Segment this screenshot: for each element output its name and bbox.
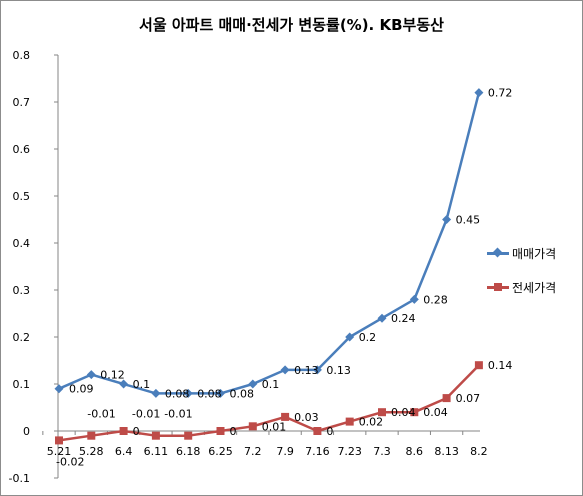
- legend-item-jeonse: 전세가격: [487, 278, 556, 296]
- data-label-jeonse: 0.14: [488, 359, 513, 372]
- x-tick-label: 6.25: [208, 445, 233, 458]
- series-group: [54, 88, 484, 445]
- data-label-sale: 0.2: [359, 331, 377, 344]
- y-axis: -0.1 0 0.1 0.2 0.3 0.4 0.5 0.6 0.7 0.8: [9, 49, 59, 485]
- x-tick-label: 7.2: [244, 445, 262, 458]
- series-line-0: [58, 92, 481, 395]
- data-point-sale: [248, 379, 258, 389]
- data-label-sale: 0.72: [488, 87, 513, 100]
- data-label-jeonse: 0: [133, 425, 140, 438]
- x-tick-label: 7.23: [337, 445, 362, 458]
- data-point-sale: [216, 388, 225, 398]
- y-tick-label: 0.4: [13, 237, 31, 250]
- data-label-jeonse: 0: [230, 425, 237, 438]
- data-point-jeonse: [410, 408, 419, 417]
- x-tick-label: 7.9: [276, 445, 294, 458]
- data-label-sale: 0.13: [326, 364, 351, 377]
- data-point-sale: [345, 332, 355, 342]
- data-point-jeonse: [248, 422, 257, 431]
- data-point-jeonse: [378, 408, 386, 417]
- data-point-sale: [312, 365, 322, 375]
- data-label-jeonse: -0.02: [56, 455, 84, 468]
- data-point-jeonse: [313, 427, 322, 435]
- data-point-jeonse: [345, 417, 354, 426]
- data-label-sale: 0.12: [100, 369, 125, 382]
- x-axis: 5.21 5.28 6.4 6.11 6.18 6.25 7.2 7.9 7.16 7.23 7.3…: [42, 430, 488, 458]
- data-label-jeonse: 0.04: [391, 406, 416, 419]
- data-label-jeonse: 0.07: [456, 392, 481, 405]
- y-tick-label: 0.3: [13, 284, 31, 297]
- series-line-1: [58, 364, 480, 442]
- data-label-sale: 0.24: [391, 312, 416, 325]
- data-label-jeonse: 0.02: [359, 416, 384, 429]
- data-point-jeonse: [474, 361, 483, 370]
- data-point-jeonse: [216, 427, 225, 435]
- x-tick-label: 6.18: [176, 445, 201, 458]
- y-tick-label: 0.7: [13, 96, 31, 109]
- data-label-sale: 0.13: [294, 364, 319, 377]
- y-tick-label: 0.5: [13, 190, 31, 203]
- data-point-jeonse: [55, 436, 63, 445]
- data-labels: 0.09 0.12 0.1 0.08 0.08 0.08 0.1 0.13 0.13 0.2 0.2…: [56, 87, 512, 469]
- y-tick-label: -0.1: [9, 472, 30, 485]
- x-tick-label: 6.11: [144, 445, 169, 458]
- data-point-jeonse: [442, 394, 451, 403]
- data-label-sale: 0.45: [456, 214, 481, 227]
- legend-swatch-jeonse: [487, 281, 509, 293]
- data-label-sale: 0.08: [165, 387, 190, 400]
- data-point-sale: [119, 379, 129, 389]
- data-label-jeonse: 0: [326, 425, 333, 438]
- data-point-jeonse: [151, 431, 160, 440]
- data-point-sale: [280, 365, 290, 375]
- data-label-jeonse: -0.01: [164, 408, 192, 421]
- data-point-sale: [86, 370, 96, 380]
- x-tick-label: 5.21: [47, 445, 72, 458]
- data-label-sale: 0.1: [262, 378, 280, 391]
- legend-label-jeonse: 전세가격: [512, 280, 557, 295]
- x-tick-label: 8.13: [434, 445, 459, 458]
- data-point-jeonse: [119, 427, 128, 435]
- data-label-sale: 0.08: [197, 387, 222, 400]
- data-label-sale: 0.08: [230, 387, 255, 400]
- data-label-jeonse: -0.01: [87, 408, 115, 421]
- y-tick-label: 0.2: [13, 331, 31, 344]
- legend: 매매가격 전세가격: [487, 244, 556, 312]
- data-label-jeonse: 0.03: [294, 411, 319, 424]
- data-label-jeonse: 0.01: [262, 420, 287, 433]
- data-point-jeonse: [184, 431, 193, 440]
- y-tick-label: 0: [23, 425, 30, 438]
- x-tick-label: 7.16: [305, 445, 330, 458]
- data-point-sale: [151, 388, 161, 398]
- data-point-sale: [409, 294, 419, 304]
- data-point-jeonse: [281, 412, 290, 421]
- data-point-sale: [183, 388, 193, 398]
- x-tick-label: 8.6: [406, 445, 424, 458]
- data-point-sale: [442, 215, 452, 224]
- data-label-sale: 0.09: [69, 383, 94, 396]
- chart-title: 서울 아파트 매매·전세가 변동률(%). KB부동산: [139, 16, 444, 34]
- y-tick-label: 0.8: [13, 49, 31, 62]
- data-label-sale: 0.1: [133, 378, 151, 391]
- y-tick-label: 0.6: [13, 143, 31, 156]
- x-tick-label: 5.28: [79, 445, 104, 458]
- legend-swatch-sale: [487, 247, 509, 259]
- data-point-sale: [377, 313, 387, 323]
- data-point-jeonse: [87, 431, 96, 440]
- data-label-sale: 0.28: [423, 293, 448, 306]
- data-point-sale: [474, 88, 484, 98]
- data-label-jeonse: 0.04: [423, 406, 448, 419]
- x-tick-label: 7.3: [373, 445, 391, 458]
- legend-label-sale: 매매가격: [512, 246, 557, 261]
- data-point-sale: [54, 384, 64, 394]
- y-tick-label: 0.1: [13, 378, 31, 391]
- data-label-jeonse: -0.01: [132, 408, 160, 421]
- x-tick-label: 6.4: [115, 445, 133, 458]
- legend-item-sale: 매매가격: [487, 244, 556, 262]
- x-tick-label: 8.2: [470, 445, 488, 458]
